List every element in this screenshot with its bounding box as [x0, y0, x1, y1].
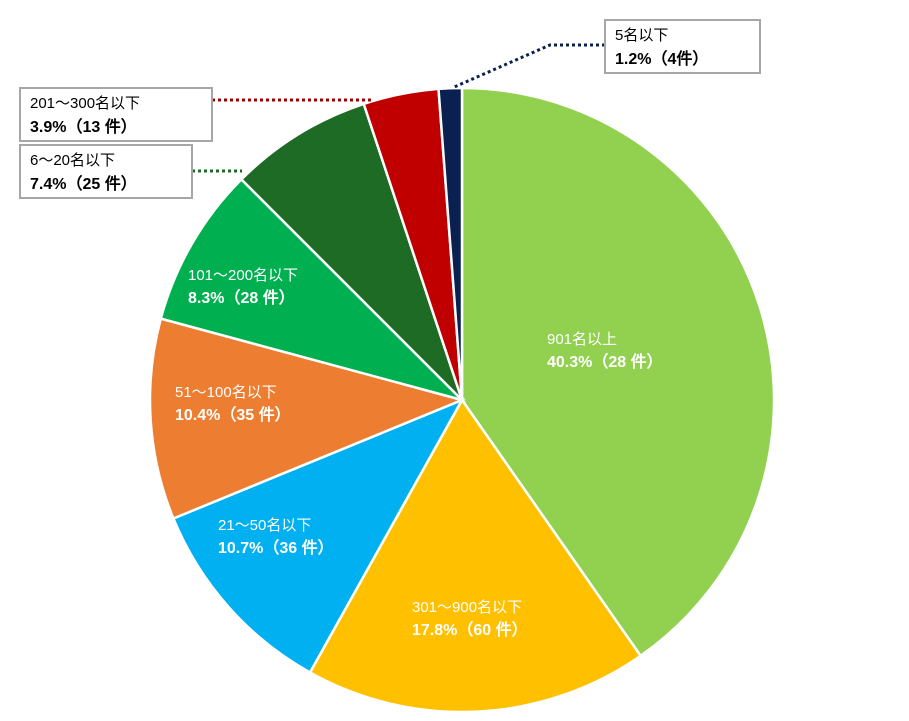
- slice-category-label: 201～300名以下: [30, 95, 140, 112]
- slice-category-label: 5名以下: [615, 27, 668, 44]
- pie-slice-2: [308, 397, 643, 714]
- slice-category-label: 101～200名以下: [188, 267, 298, 284]
- slice-value-label: 10.7%（36 件）: [218, 538, 334, 557]
- callout-leader-line: [451, 43, 605, 90]
- pie-slice-3: [171, 397, 465, 675]
- slice-value-label: 1.2%（4件）: [615, 49, 708, 68]
- slice-category-label: 51～100名以下: [175, 384, 277, 401]
- callout-box: [604, 19, 761, 74]
- slice-category-label: 21～50名以下: [218, 517, 311, 534]
- callout-box: [19, 87, 213, 142]
- slice-value-label: 7.4%（25 件）: [30, 174, 137, 193]
- slice-value-label: 17.8%（60 件）: [412, 620, 528, 639]
- pie-slice-8: [437, 86, 464, 401]
- slice-category-label: 901名以上: [547, 331, 617, 348]
- callout-box: [19, 144, 193, 199]
- slice-labels: 901名以上 40.3%（28 件） 301～900名以下 17.8%（60 件） 21…: [19, 19, 761, 639]
- slice-value-label: 40.3%（28 件）: [547, 352, 663, 371]
- pie-slice-5: [159, 177, 467, 403]
- callout-lines: [192, 43, 605, 173]
- slice-value-label: 8.3%（28 件）: [188, 288, 295, 307]
- slice-value-label: 10.4%（35 件）: [175, 405, 291, 424]
- slice-category-label: 6～20名以下: [30, 152, 115, 169]
- pie-slice-1: [460, 86, 776, 658]
- pie-slice-4: [148, 317, 466, 521]
- pie-slices: [148, 86, 776, 714]
- slice-value-label: 3.9%（13 件）: [30, 117, 137, 136]
- pie-slice-6: [239, 102, 464, 401]
- slice-category-label: 301～900名以下: [412, 599, 522, 616]
